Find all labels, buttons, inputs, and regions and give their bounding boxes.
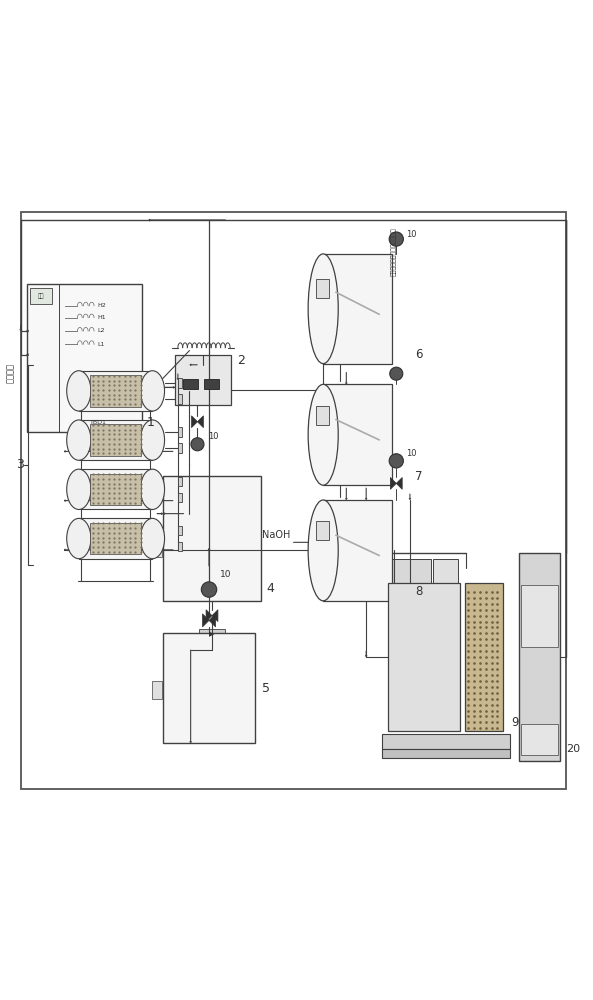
Text: 9: 9: [511, 716, 519, 729]
Bar: [90, 375, 141, 407]
Ellipse shape: [141, 469, 164, 509]
Ellipse shape: [141, 371, 164, 411]
Text: 4: 4: [267, 582, 275, 595]
Text: 濃縮水回收至蒸發收縮調節池: 濃縮水回收至蒸發收縮調節池: [391, 227, 397, 276]
Text: 1: 1: [147, 416, 155, 429]
Bar: [152, 541, 162, 557]
Text: 3: 3: [15, 458, 24, 471]
Text: 2: 2: [237, 354, 245, 367]
Circle shape: [202, 582, 217, 597]
Ellipse shape: [66, 469, 91, 509]
Polygon shape: [390, 477, 396, 489]
Bar: [90, 474, 141, 505]
Bar: [163, 633, 255, 743]
Ellipse shape: [141, 518, 164, 559]
Bar: [204, 379, 219, 389]
Text: L2: L2: [98, 328, 105, 333]
Bar: [465, 583, 503, 731]
Ellipse shape: [66, 518, 91, 559]
Bar: [178, 378, 183, 388]
Bar: [521, 585, 558, 647]
Text: H2: H2: [98, 303, 106, 308]
Polygon shape: [396, 477, 402, 489]
Bar: [316, 521, 329, 540]
Bar: [152, 681, 162, 699]
Bar: [27, 284, 142, 432]
Polygon shape: [197, 416, 203, 428]
Bar: [178, 542, 183, 551]
Bar: [79, 469, 152, 509]
Bar: [178, 526, 183, 535]
Bar: [323, 384, 392, 485]
Bar: [316, 279, 329, 298]
Text: 6: 6: [415, 348, 423, 361]
Bar: [163, 476, 261, 601]
Bar: [178, 394, 183, 404]
Text: L1: L1: [98, 342, 105, 347]
Text: 10: 10: [220, 570, 231, 579]
Bar: [388, 559, 432, 583]
Bar: [90, 424, 141, 456]
Bar: [30, 288, 52, 304]
Text: 含鎳廢水: 含鎳廢水: [6, 363, 15, 383]
Bar: [521, 724, 558, 755]
Text: NaOH: NaOH: [262, 530, 291, 540]
Bar: [178, 493, 183, 502]
Text: 液控: 液控: [38, 293, 44, 299]
Bar: [382, 749, 510, 758]
Text: 10: 10: [208, 432, 219, 441]
Ellipse shape: [66, 420, 91, 460]
Text: ▶: ▶: [209, 631, 215, 637]
Circle shape: [390, 367, 403, 380]
Polygon shape: [212, 610, 218, 622]
Bar: [199, 629, 225, 639]
Bar: [433, 559, 458, 583]
Circle shape: [191, 438, 204, 451]
Bar: [388, 583, 460, 731]
Text: 8: 8: [415, 585, 422, 598]
Polygon shape: [206, 610, 212, 622]
Polygon shape: [192, 416, 197, 428]
Circle shape: [389, 454, 403, 468]
Text: 10: 10: [406, 230, 416, 239]
Bar: [175, 355, 231, 405]
Ellipse shape: [308, 384, 338, 485]
Polygon shape: [202, 614, 209, 627]
Circle shape: [389, 232, 403, 246]
Text: 7: 7: [415, 470, 423, 483]
Bar: [382, 734, 510, 749]
Bar: [79, 420, 152, 460]
Bar: [79, 518, 152, 559]
Ellipse shape: [308, 254, 338, 364]
Bar: [316, 406, 329, 425]
Text: TBD1: TBD1: [90, 420, 107, 425]
Bar: [323, 500, 392, 601]
Text: 20: 20: [566, 744, 581, 754]
Bar: [178, 443, 183, 453]
Ellipse shape: [141, 420, 164, 460]
Text: 5: 5: [262, 682, 270, 695]
Text: 10: 10: [406, 449, 416, 458]
Bar: [183, 379, 199, 389]
Text: H1: H1: [98, 315, 106, 320]
Bar: [323, 254, 392, 364]
Bar: [178, 477, 183, 486]
Ellipse shape: [308, 500, 338, 601]
Bar: [79, 371, 152, 411]
Bar: [178, 427, 183, 437]
Bar: [519, 553, 560, 761]
Polygon shape: [209, 614, 216, 627]
Ellipse shape: [66, 371, 91, 411]
Bar: [90, 523, 141, 554]
